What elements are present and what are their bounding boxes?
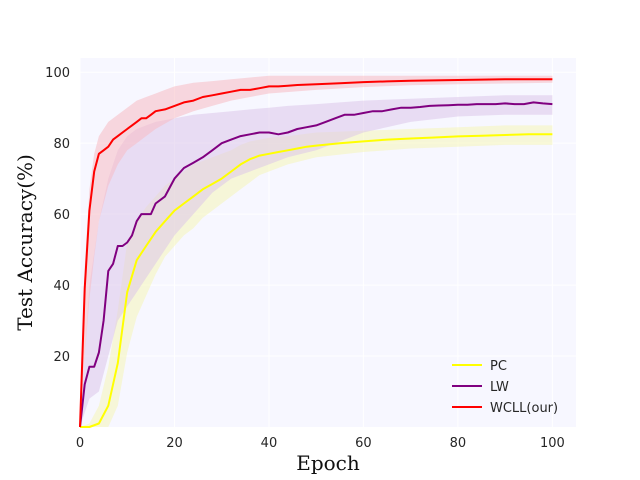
x-tick-label: 60 bbox=[355, 436, 372, 451]
legend-label-lw: LW bbox=[490, 380, 509, 395]
confidence-bands bbox=[80, 75, 553, 428]
series-line-wcll-our bbox=[79, 78, 553, 428]
y-tick-label: 80 bbox=[53, 137, 70, 152]
series-line-pc bbox=[80, 133, 553, 428]
x-axis-label: Epoch bbox=[296, 451, 360, 475]
x-tick-label: 40 bbox=[261, 436, 278, 451]
x-tick-label: 20 bbox=[166, 436, 183, 451]
y-tick-label: 40 bbox=[53, 279, 70, 294]
band-wcll-our bbox=[80, 75, 553, 427]
legend-label-wcll-our: WCLL(our) bbox=[490, 401, 558, 416]
y-tick-label: 100 bbox=[45, 66, 70, 81]
x-tick-label: 0 bbox=[76, 436, 84, 451]
tick-labels: 0 20 40 60 80 100 20 40 60 80 100 bbox=[45, 66, 565, 451]
band-lw bbox=[80, 95, 553, 428]
y-tick-label: 20 bbox=[53, 350, 70, 365]
x-tick-label: 100 bbox=[540, 436, 565, 451]
series-line-lw bbox=[79, 101, 553, 428]
series-lines bbox=[79, 78, 553, 428]
legend-label-pc: PC bbox=[490, 359, 507, 374]
x-tick-label: 80 bbox=[450, 436, 467, 451]
y-tick-label: 60 bbox=[53, 208, 70, 223]
legend: PC LW WCLL(our) bbox=[452, 359, 558, 416]
y-axis-label: Test Accuracy(%) bbox=[13, 154, 37, 331]
